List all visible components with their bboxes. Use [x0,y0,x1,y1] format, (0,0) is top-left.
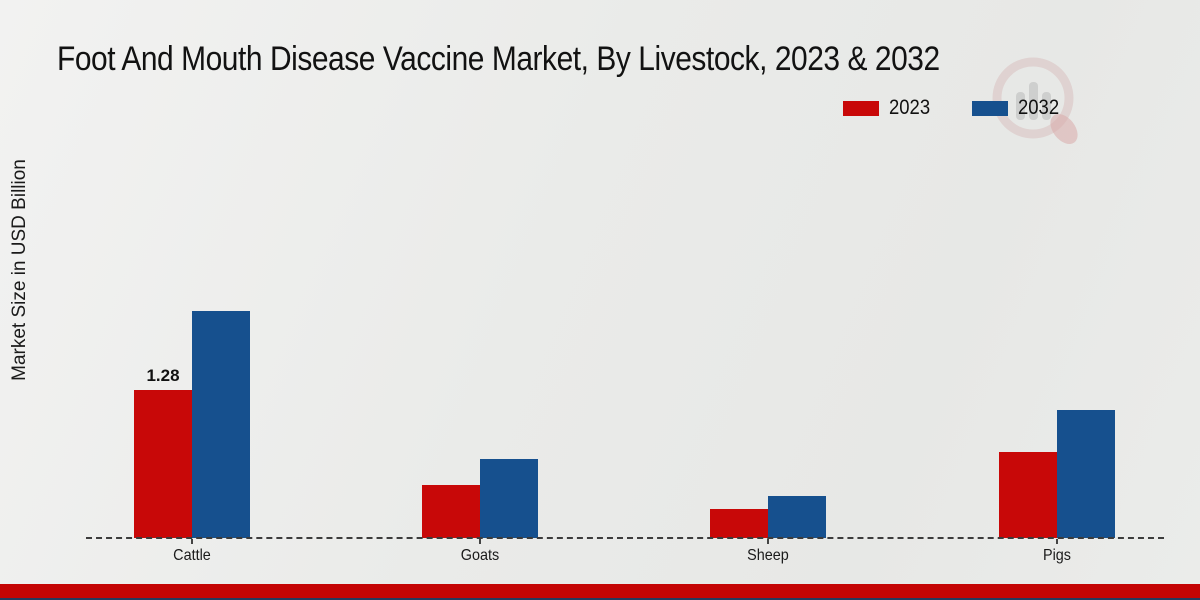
bar-2032-goats[interactable] [480,459,538,538]
bar-value-label: 1.28 [146,366,180,385]
legend-swatch-2023 [843,100,879,116]
x-axis-label-cattle: Cattle [173,547,211,564]
y-axis-label: Market Size in USD Billion [9,159,30,381]
x-axis-tick [479,539,481,544]
x-axis-label-goats: Goats [460,547,500,564]
bar-2023-goats[interactable] [422,485,480,538]
bar-2023-sheep[interactable] [710,509,768,538]
legend-item-2032[interactable]: 2032 [971,96,1065,120]
x-axis-baseline [86,537,1164,539]
x-axis-tick [1056,539,1058,544]
bar-2023-cattle[interactable] [134,390,192,538]
bar-2023-pigs[interactable] [999,452,1057,538]
bar-2032-pigs[interactable] [1057,410,1115,538]
brand-logo-watermark-icon [992,57,1078,145]
x-axis-label-pigs: Pigs [1042,547,1072,564]
bar-2032-sheep[interactable] [768,496,826,538]
legend-swatch-2032 [971,100,1008,116]
x-axis-tick [767,539,769,544]
footer-navy-bar [0,598,1200,600]
footer-red-bar [0,584,1200,598]
legend: 2023 2032 [843,96,1064,120]
x-axis-tick [191,539,193,544]
bar-2032-cattle[interactable] [192,311,250,538]
chart-title: Foot And Mouth Disease Vaccine Market, B… [57,40,940,78]
x-axis-label-sheep: Sheep [747,547,789,564]
legend-label-2023: 2023 [889,96,931,119]
legend-label-2032: 2032 [1017,96,1059,119]
legend-item-2023[interactable]: 2023 [843,96,936,120]
